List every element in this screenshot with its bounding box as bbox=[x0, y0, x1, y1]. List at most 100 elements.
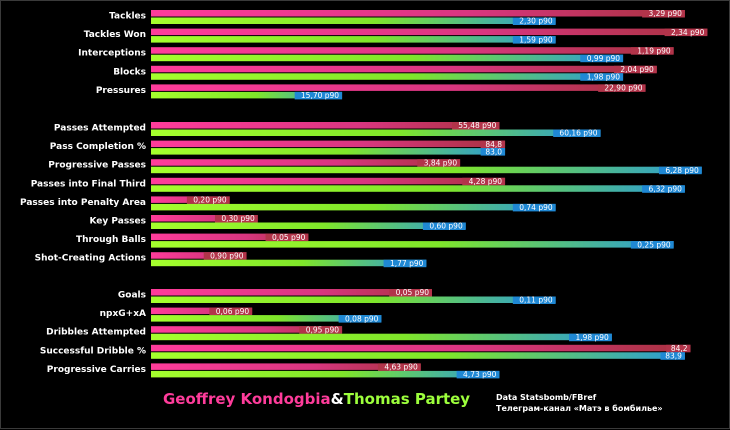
value-label-kondogbia-bg bbox=[642, 10, 685, 18]
value-label-partey-bg bbox=[580, 54, 624, 63]
value-label-partey: 0,99 p90 bbox=[587, 54, 621, 63]
category-label: Tackles bbox=[109, 12, 146, 22]
category-label: Passes into Penalty Area bbox=[20, 198, 146, 208]
bar-kondogbia bbox=[151, 65, 657, 73]
value-label-kondogbia: 0,95 p90 bbox=[306, 325, 340, 334]
value-label-partey-bg bbox=[512, 17, 556, 25]
bar-partey bbox=[151, 36, 556, 43]
bar-kondogbia bbox=[151, 122, 500, 129]
bar-kondogbia bbox=[151, 289, 432, 296]
value-label-kondogbia-bg bbox=[203, 252, 247, 260]
bar-kondogbia bbox=[151, 140, 506, 148]
value-label-partey: 0,74 p90 bbox=[519, 203, 553, 212]
value-label-kondogbia: 3,84 p90 bbox=[424, 158, 458, 167]
value-label-partey: 6,32 p90 bbox=[649, 185, 683, 194]
bar-partey bbox=[151, 370, 500, 378]
value-label-partey-bg bbox=[630, 241, 674, 249]
bar-kondogbia bbox=[151, 252, 247, 259]
value-label-kondogbia-bg bbox=[480, 140, 506, 149]
bar-kondogbia bbox=[151, 28, 708, 36]
value-label-partey: 0,08 p90 bbox=[345, 314, 379, 323]
category-label: Tackles Won bbox=[84, 30, 146, 40]
value-label-partey: 0,25 p90 bbox=[637, 240, 671, 249]
value-label-partey: 4,73 p90 bbox=[463, 370, 497, 379]
value-label-kondogbia-bg bbox=[299, 326, 343, 334]
value-label-partey: 1,77 p90 bbox=[390, 259, 424, 268]
category-label: Progressive Carries bbox=[47, 365, 146, 375]
bar-partey bbox=[151, 91, 343, 99]
source-note: Data Statsbomb/FBref Телеграм-канал «Мат… bbox=[496, 392, 663, 414]
bar-kondogbia bbox=[151, 363, 421, 370]
bar-partey bbox=[151, 241, 674, 248]
value-label-partey-bg bbox=[642, 185, 685, 193]
value-label-kondogbia: 2,04 p90 bbox=[620, 65, 654, 74]
value-label-kondogbia: 0,06 p90 bbox=[216, 307, 250, 316]
legend: Geoffrey Kondogbia&Thomas Partey bbox=[163, 390, 470, 408]
value-label-kondogbia-bg bbox=[452, 122, 500, 130]
bar-partey bbox=[151, 185, 685, 192]
value-label-kondogbia: 0,30 p90 bbox=[221, 214, 255, 223]
value-label-kondogbia: 22,90 p90 bbox=[604, 84, 642, 93]
value-label-kondogbia: 84,8 bbox=[485, 140, 502, 149]
bar-partey bbox=[151, 315, 382, 322]
value-label-partey-bg bbox=[294, 91, 343, 100]
value-label-partey: 1,98 p90 bbox=[587, 73, 621, 82]
value-label-kondogbia-bg bbox=[377, 363, 421, 371]
category-label: Interceptions bbox=[78, 49, 146, 59]
bar-partey bbox=[151, 166, 702, 174]
value-label-kondogbia: 1,19 p90 bbox=[637, 46, 671, 55]
value-label-kondogbia-bg bbox=[630, 47, 674, 55]
value-label-partey: 1,59 p90 bbox=[519, 35, 553, 44]
bar-kondogbia bbox=[151, 326, 343, 333]
value-label-partey-bg bbox=[338, 315, 382, 323]
category-label: Dribbles Attempted bbox=[46, 328, 146, 338]
category-label: Key Passes bbox=[89, 217, 146, 227]
value-label-partey-bg bbox=[660, 352, 685, 360]
bar-partey bbox=[151, 296, 556, 303]
category-label: Pass Completion % bbox=[50, 142, 146, 152]
value-label-partey-bg bbox=[383, 259, 427, 268]
value-label-kondogbia-bg bbox=[389, 289, 432, 297]
value-label-kondogbia: 0,05 p90 bbox=[396, 288, 430, 297]
bar-kondogbia bbox=[151, 159, 461, 166]
category-label: Goals bbox=[118, 291, 146, 301]
value-label-partey: 0,11 p90 bbox=[519, 296, 553, 305]
value-label-kondogbia-bg bbox=[214, 215, 258, 223]
value-label-partey-bg bbox=[569, 333, 612, 342]
value-label-kondogbia: 3,29 p90 bbox=[649, 9, 683, 18]
bar-partey bbox=[151, 259, 427, 267]
bar-kondogbia bbox=[151, 84, 646, 91]
source-line-channel: Телеграм-канал «Матэ в бомбилье» bbox=[496, 404, 663, 413]
value-label-partey: 6,28 p90 bbox=[665, 166, 699, 175]
source-line-data: Data Statsbomb/FBref bbox=[496, 393, 597, 402]
category-label: npxG+xA bbox=[100, 309, 146, 319]
bar-partey bbox=[151, 333, 612, 341]
bar-kondogbia bbox=[151, 344, 691, 352]
value-label-partey-bg bbox=[658, 166, 702, 175]
category-label: Pressures bbox=[96, 86, 146, 96]
bar-partey bbox=[151, 148, 506, 155]
value-label-kondogbia-bg bbox=[462, 177, 506, 186]
value-label-partey: 83,9 bbox=[665, 352, 682, 361]
value-label-kondogbia: 0,90 p90 bbox=[210, 251, 244, 260]
bar-kondogbia bbox=[151, 10, 685, 17]
value-label-kondogbia: 2,34 p90 bbox=[671, 28, 705, 37]
bar-partey bbox=[151, 203, 556, 211]
value-label-partey-bg bbox=[512, 36, 556, 44]
value-label-partey: 2,30 p90 bbox=[519, 17, 553, 26]
value-label-partey: 83,0 bbox=[485, 147, 502, 156]
value-label-kondogbia: 0,20 p90 bbox=[193, 196, 227, 205]
category-label: Successful Dribble % bbox=[40, 346, 146, 356]
category-label: Blocks bbox=[113, 67, 146, 77]
bar-kondogbia bbox=[151, 215, 258, 222]
value-label-kondogbia-bg bbox=[417, 159, 461, 167]
value-label-partey: 15,70 p90 bbox=[301, 91, 339, 100]
value-label-kondogbia-bg bbox=[666, 344, 691, 353]
bar-partey bbox=[151, 222, 466, 229]
bar-kondogbia bbox=[151, 307, 253, 315]
bar-partey bbox=[151, 129, 601, 136]
value-label-kondogbia: 0,05 p90 bbox=[272, 233, 306, 242]
bar-partey bbox=[151, 17, 556, 24]
